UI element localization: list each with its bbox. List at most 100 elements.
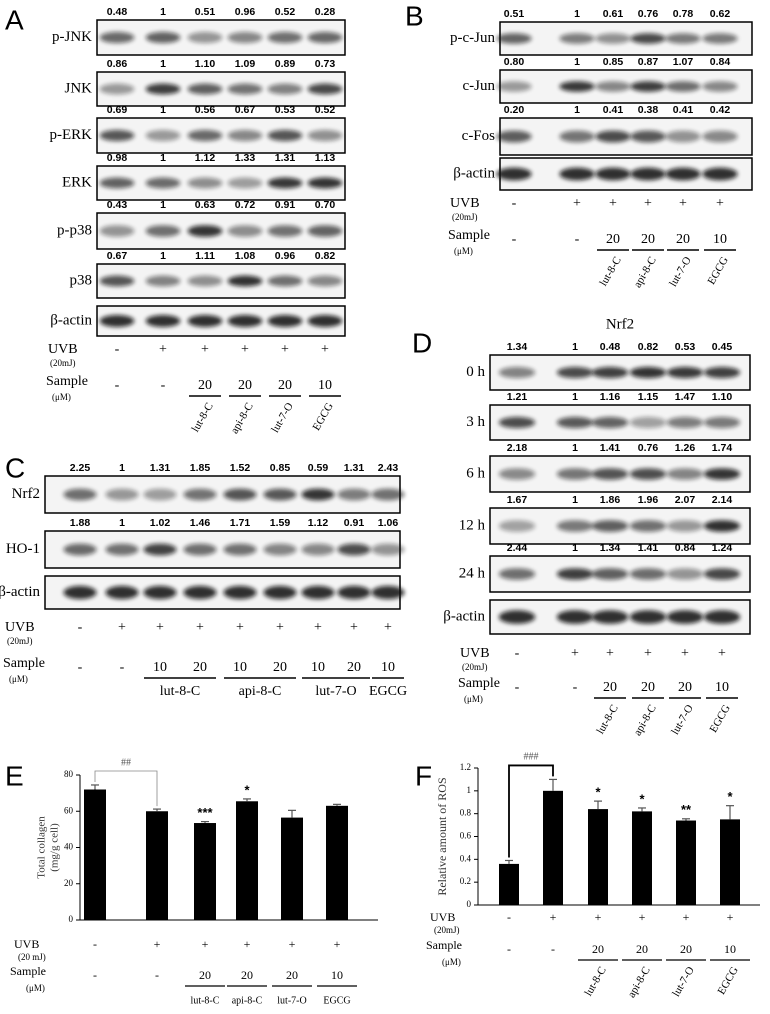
val-text: 0.80	[504, 56, 525, 68]
rowname-text: HO-1	[6, 541, 40, 557]
axlab-text: Total collagen	[36, 816, 48, 879]
grp-text: lut-7-O	[277, 995, 306, 1006]
blot-band	[703, 520, 741, 532]
treat-text: 20	[286, 968, 298, 982]
grp-text: lut-8-C	[595, 703, 621, 737]
blot-band	[629, 366, 667, 379]
blot-band	[591, 520, 629, 532]
treat-text: +	[154, 937, 161, 951]
rowname-text: ERK	[62, 174, 92, 190]
treat-text: -	[512, 232, 517, 247]
blot-band	[223, 543, 257, 556]
treat-text: api-8-C	[239, 684, 282, 699]
treat-text: +	[281, 342, 289, 357]
val-text: *	[595, 785, 601, 800]
blot-band	[591, 468, 629, 480]
tick-text: 0	[467, 899, 472, 909]
comparison-bracket	[508, 764, 554, 858]
val-text: 0.63	[195, 199, 216, 211]
val-text: 1	[572, 341, 578, 353]
treat-text: +	[202, 937, 209, 951]
val-text: 1	[572, 391, 578, 403]
blot-band	[99, 31, 135, 44]
blot-band	[307, 83, 343, 95]
unit-text: (20 mJ)	[18, 952, 46, 962]
val-text: 1.47	[675, 391, 696, 403]
bar	[326, 805, 348, 920]
rowname-text: β-actin	[453, 165, 495, 181]
treat-text: -	[161, 378, 166, 393]
blot-band	[227, 275, 263, 287]
val-text: 1	[160, 152, 166, 164]
blot-band	[559, 130, 595, 143]
unit-text: (μM)	[454, 246, 473, 256]
blot-band	[187, 225, 223, 237]
val-text: 0.28	[315, 6, 336, 18]
val-text: 0.51	[195, 6, 216, 18]
treat-text: +	[196, 620, 204, 635]
blot-band	[666, 366, 704, 379]
rowname-text: 0 h	[466, 364, 485, 380]
blot-band	[371, 585, 405, 600]
blot-band	[63, 488, 97, 501]
treat-text: 20	[603, 680, 617, 695]
val-text: 0.56	[195, 104, 216, 116]
treat-text: Sample	[448, 228, 490, 243]
blot-band	[666, 520, 704, 532]
blot-band	[630, 130, 666, 143]
val-text: 1	[119, 517, 125, 529]
plabel-text: D	[412, 327, 432, 358]
treat-text: -	[515, 680, 520, 695]
val-text: 2.43	[378, 462, 399, 474]
blot-band	[498, 366, 536, 379]
val-text: 0.69	[107, 104, 128, 116]
val-text: 2.44	[507, 542, 528, 554]
blot-band	[227, 315, 263, 327]
blot-band	[145, 315, 181, 327]
blot-band	[227, 83, 263, 95]
blot-band	[307, 31, 343, 44]
val-text: 0.76	[638, 8, 659, 20]
val-text: 0.67	[235, 104, 256, 116]
blot-band	[143, 488, 177, 501]
val-text: 2.14	[712, 494, 733, 506]
blot-band	[629, 568, 667, 580]
treat-text: Sample	[3, 656, 45, 671]
val-text: 0.84	[710, 56, 731, 68]
treat-text: +	[201, 342, 209, 357]
blot-band	[267, 83, 303, 95]
treat-text: +	[334, 937, 341, 951]
val-text: 0.85	[270, 462, 291, 474]
val-text: ***	[197, 805, 213, 820]
blot-band	[227, 129, 263, 142]
blot-band	[145, 177, 181, 189]
val-text: 1.31	[344, 462, 365, 474]
treat-text: +	[236, 620, 244, 635]
treat-text: -	[507, 910, 511, 924]
blot-band	[666, 416, 704, 429]
treat-text: EGCG	[369, 684, 407, 699]
treat-text: 10	[715, 680, 729, 695]
blot-band	[301, 543, 335, 556]
unit-text: (20mJ)	[462, 662, 488, 672]
val-text: 1.41	[600, 442, 621, 454]
blot-band	[227, 31, 263, 44]
val-text: 2.18	[507, 442, 528, 454]
blot-band	[703, 468, 741, 480]
val-text: 1	[160, 6, 166, 18]
bar	[499, 863, 519, 905]
treat-text: UVB	[450, 196, 480, 211]
val-text: 1	[160, 199, 166, 211]
blot-band	[556, 568, 594, 580]
blot-band	[371, 488, 405, 501]
blot-band	[187, 31, 223, 44]
val-text: 0.70	[315, 199, 336, 211]
treat-text: 10	[381, 660, 395, 675]
bar	[632, 811, 652, 905]
treat-text: 20	[676, 232, 690, 247]
treat-text: 10	[233, 660, 247, 675]
val-text: 1	[574, 104, 580, 116]
bar	[543, 790, 563, 905]
treat-text: 20	[278, 378, 292, 393]
val-text: 0.98	[107, 152, 128, 164]
